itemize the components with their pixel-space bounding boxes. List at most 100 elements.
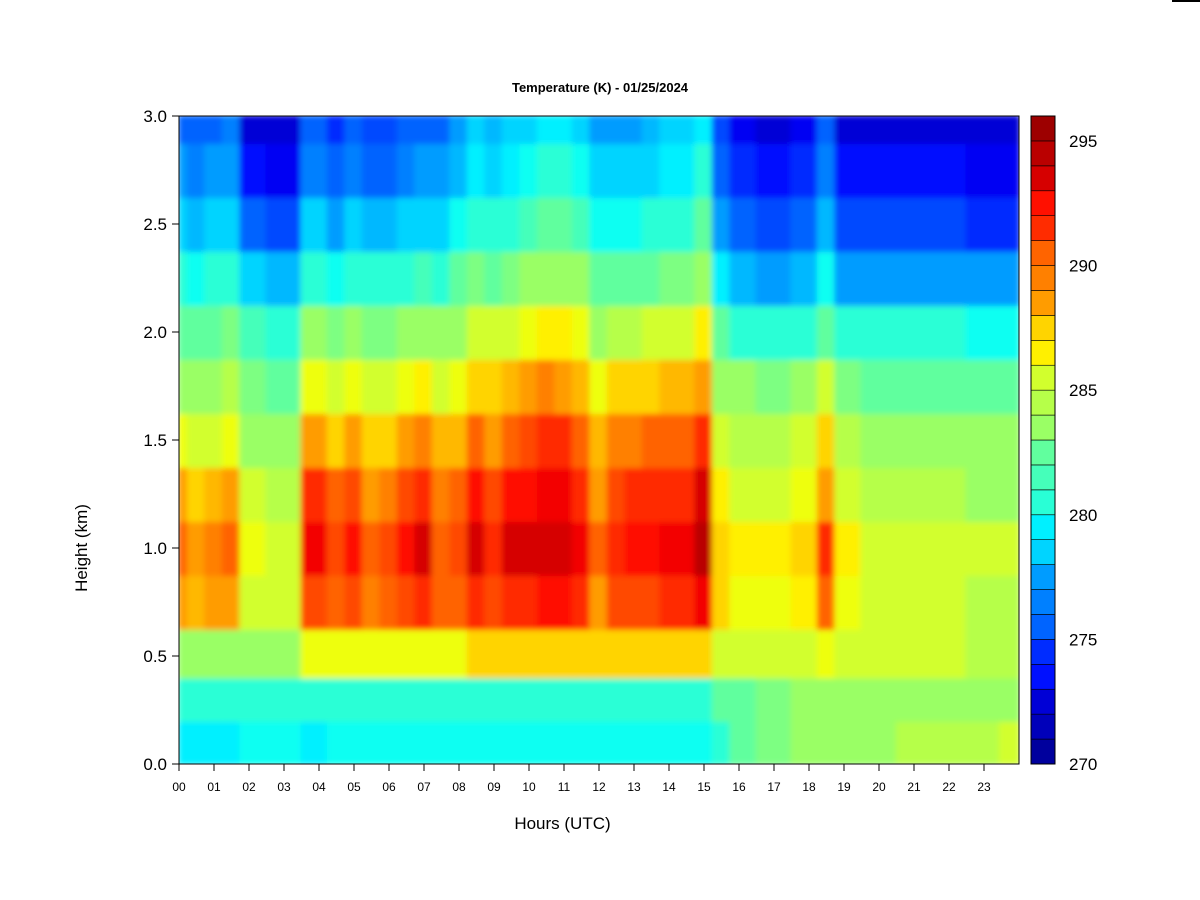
x-tick-label: 05	[347, 780, 361, 794]
heat-cell	[860, 466, 898, 522]
heat-cell	[449, 520, 469, 576]
heat-cell	[895, 574, 933, 630]
colorbar-swatch	[1030, 713, 1056, 740]
colorbar-tick-label: 275	[1069, 630, 1097, 649]
heat-cell	[571, 250, 592, 306]
heat-cell	[414, 719, 434, 764]
heat-cell	[729, 466, 758, 522]
heat-cell	[326, 676, 347, 722]
heat-cell	[186, 719, 207, 764]
heat-cell	[536, 250, 557, 306]
heat-cell	[431, 628, 452, 679]
heat-cell	[396, 304, 417, 360]
heat-cell	[571, 304, 592, 360]
heat-cell	[816, 412, 837, 468]
heat-cell	[694, 358, 714, 414]
heat-cell	[379, 196, 399, 252]
x-tick-label: 17	[767, 780, 781, 794]
heat-cell	[790, 412, 819, 468]
heat-cell	[676, 142, 697, 198]
heat-cell	[239, 628, 268, 679]
heat-cell	[694, 520, 714, 576]
heat-cell	[589, 412, 609, 468]
heat-cell	[860, 520, 898, 576]
heat-cell	[711, 574, 732, 630]
heat-cell	[344, 196, 364, 252]
heat-cell	[361, 466, 382, 522]
heat-cell	[484, 412, 504, 468]
heat-cell	[755, 676, 793, 722]
heat-cell	[466, 116, 487, 144]
heat-cell	[641, 520, 662, 576]
heat-cell	[484, 466, 504, 522]
heat-cell	[589, 628, 609, 679]
heat-cell	[834, 719, 863, 764]
heat-cell	[449, 466, 469, 522]
y-tick-label: 2.5	[143, 215, 167, 234]
heat-cell	[431, 142, 452, 198]
heat-cell	[816, 719, 837, 764]
heat-cell	[344, 142, 364, 198]
heat-cell	[554, 466, 574, 522]
heat-cell	[554, 628, 574, 679]
heat-cell	[396, 116, 417, 144]
heat-cell	[501, 676, 522, 722]
heat-cell	[641, 116, 662, 144]
heat-cell	[449, 196, 469, 252]
heat-cell	[204, 412, 224, 468]
colorbar-swatch	[1030, 315, 1056, 341]
heat-cell	[519, 412, 539, 468]
heat-cell	[998, 676, 1019, 722]
heat-cell	[361, 520, 382, 576]
heat-cell	[930, 628, 968, 679]
heat-cell	[484, 676, 504, 722]
heat-cell	[431, 250, 452, 306]
heat-cell	[519, 719, 539, 764]
heat-cell	[379, 676, 399, 722]
heat-cell	[659, 574, 679, 630]
heat-cell	[729, 628, 758, 679]
x-tick-label: 04	[312, 780, 326, 794]
heat-cell	[326, 466, 347, 522]
heat-cell	[790, 250, 819, 306]
heat-cell	[466, 719, 487, 764]
heat-cell	[790, 358, 819, 414]
heat-cell	[326, 628, 347, 679]
heat-cell	[221, 628, 242, 679]
heat-cell	[536, 719, 557, 764]
heat-cell	[414, 304, 434, 360]
heat-cell	[204, 142, 224, 198]
heat-cell	[711, 676, 732, 722]
x-tick-label: 08	[452, 780, 466, 794]
heat-cell	[834, 574, 863, 630]
heat-cell	[179, 304, 189, 360]
heat-cell	[431, 574, 452, 630]
colorbar-swatch	[1030, 664, 1056, 690]
heat-cell	[755, 628, 793, 679]
heat-cell	[379, 719, 399, 764]
heat-cell	[965, 142, 1001, 198]
heat-cell	[606, 116, 627, 144]
heat-cell	[571, 574, 592, 630]
heat-cell	[895, 412, 933, 468]
heat-cell	[895, 196, 933, 252]
heat-cell	[484, 304, 504, 360]
heat-cell	[965, 250, 1001, 306]
heat-cell	[449, 358, 469, 414]
colorbar-swatch	[1030, 564, 1056, 590]
heat-cell	[536, 520, 557, 576]
heat-cell	[606, 520, 627, 576]
x-tick-label: 22	[942, 780, 956, 794]
heat-cell	[379, 412, 399, 468]
y-tick-label: 0.5	[143, 647, 167, 666]
heat-cell	[221, 116, 242, 144]
colorbar-swatch	[1030, 514, 1056, 540]
heat-cell	[860, 196, 898, 252]
colorbar-swatch	[1030, 340, 1056, 366]
heat-cell	[729, 142, 758, 198]
colorbar-tick-label: 295	[1069, 132, 1097, 151]
heat-cell	[326, 142, 347, 198]
heat-cell	[326, 116, 347, 144]
heat-cell	[484, 719, 504, 764]
